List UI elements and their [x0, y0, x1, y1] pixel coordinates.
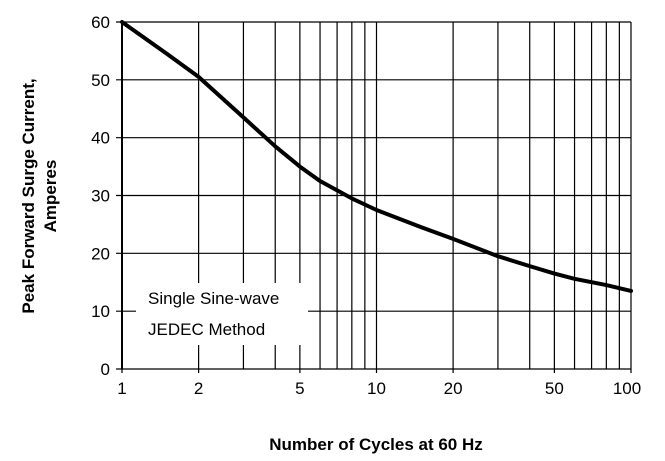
x-tick-label: 2	[194, 379, 203, 398]
annotation-line-1: Single Sine-wave	[148, 289, 279, 308]
x-tick-label: 100	[613, 379, 641, 398]
x-tick-label: 20	[444, 379, 463, 398]
y-tick-label: 10	[91, 302, 110, 321]
annotation-box	[136, 283, 308, 345]
y-tick-label: 50	[91, 71, 110, 90]
y-tick-label: 20	[91, 244, 110, 263]
y-tick-label: 60	[91, 13, 110, 32]
x-tick-label: 10	[367, 379, 386, 398]
x-tick-label: 1	[117, 379, 126, 398]
y-axis-title-line-1: Peak Forward Surge Current,	[19, 78, 38, 313]
y-tick-label: 40	[91, 129, 110, 148]
grid	[116, 21, 632, 373]
x-tick-labels: 1 2 5 10 20 50 100	[117, 379, 641, 398]
annotation-background	[136, 283, 308, 345]
annotation-line-2: JEDEC Method	[148, 320, 265, 339]
y-tick-labels: 0 10 20 30 40 50 60	[91, 13, 110, 379]
surge-current-curve	[120, 20, 633, 293]
x-tick-label: 5	[295, 379, 304, 398]
x-axis-title: Number of Cycles at 60 Hz	[269, 435, 483, 454]
y-axis-title-line-2: Amperes	[41, 160, 60, 233]
y-tick-label: 0	[101, 360, 110, 379]
y-tick-label: 30	[91, 187, 110, 206]
curve-layer	[120, 20, 633, 293]
x-tick-label: 50	[545, 379, 564, 398]
